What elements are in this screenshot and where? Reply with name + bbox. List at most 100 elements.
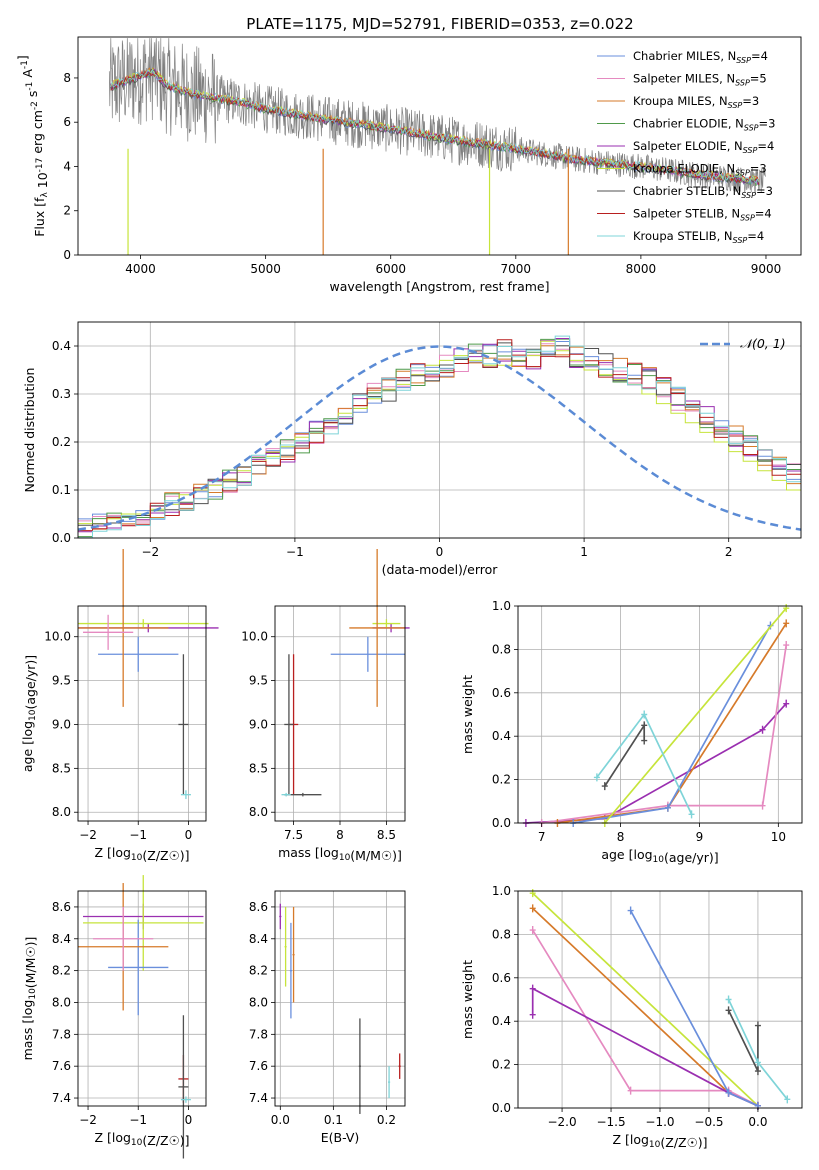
spectrum-data-line: [108, 38, 767, 194]
x-tick-label: −1: [129, 828, 147, 842]
weight-point-marker: [641, 710, 648, 719]
plot-area: [78, 875, 204, 1159]
weight-vs-Z-panel: −2.0 −1.5 −1.0 −0.5 0.0 0.0 0.2 0.4 0.6 0.8 1.0 Z […: [460, 884, 803, 1150]
weight-point-marker: [529, 984, 536, 993]
x-tick-label: 7: [538, 830, 546, 844]
axes-frame: [274, 890, 406, 1107]
y-tick-label: 8.0: [249, 805, 268, 819]
x-tick-label: 9000: [751, 262, 782, 276]
weight-point-marker: [627, 1086, 634, 1095]
y-axis-label: Flux [fλ 10-17 erg cm-2 s-1 A-1]: [15, 55, 50, 237]
axes-frame: [77, 321, 802, 539]
weight-point-marker: [601, 782, 608, 791]
legend-label: Kroupa ELODIE, NSSP=3: [633, 162, 767, 178]
y-tick-label: 8.0: [52, 995, 71, 1009]
mass-vs-ebv-panel: 0.0 0.1 0.2 7.4 7.6 7.8 8.0 8.2 8.4 8.6 E(B-V): [249, 890, 406, 1145]
x-tick-label: −1.0: [645, 1115, 674, 1129]
y-axis-label: Normed distribution: [22, 368, 37, 493]
weight-point-marker: [664, 803, 671, 812]
y-tick-label: 0.8: [492, 642, 511, 656]
x-axis-label: (data-model)/error: [382, 562, 499, 577]
plot-area: [78, 548, 219, 800]
y-tick-label: 8.4: [52, 932, 71, 946]
y-tick-label: 0.0: [492, 816, 511, 830]
residuals-panel: −2 −1 0 1 2 0.0 0.1 0.2 0.3 0.4 (data-model)/error…: [22, 321, 802, 577]
weight-point-marker: [529, 904, 536, 913]
x-tick-label: 8: [336, 828, 344, 842]
y-tick-label: 1.0: [492, 599, 511, 613]
weight-series-line: [557, 622, 787, 824]
weight-point-marker: [627, 906, 634, 915]
axes-frame: [274, 605, 406, 822]
x-tick-label: −1: [286, 545, 304, 559]
x-axis-label: Z [log10(Z/Z☉)]: [94, 1130, 189, 1148]
legend-label: Salpeter ELODIE, NSSP=4: [633, 139, 774, 155]
x-tick-label: 9: [696, 830, 704, 844]
y-tick-label: 0.2: [492, 773, 511, 787]
x-tick-label: −1: [129, 1113, 147, 1127]
legend-label: Chabrier MILES, NSSP=4: [633, 49, 768, 65]
weight-series-line: [532, 892, 759, 1107]
spectrum-model-line: [110, 69, 760, 185]
legend-label: Kroupa MILES, NSSP=3: [633, 94, 759, 110]
x-tick-label: −2: [79, 828, 97, 842]
legend-label: Chabrier STELIB, NSSP=3: [633, 184, 773, 200]
x-tick-label: 0.0: [271, 1113, 290, 1127]
weight-point-marker: [725, 995, 732, 1004]
spectrum-model-line: [110, 69, 760, 184]
x-tick-label: 0.1: [324, 1113, 343, 1127]
plot-area: [522, 604, 790, 827]
y-tick-label: 8.2: [52, 964, 71, 978]
weight-series-line: [727, 1010, 759, 1072]
weight-vs-age-panel: 7 8 9 10 0.0 0.2 0.4 0.6 0.8 1.0 age [log10(age/yr…: [460, 599, 803, 865]
weight-series-line: [541, 644, 788, 824]
weight-point-marker: [754, 1021, 761, 1030]
x-axis-label: Z [log10(Z/Z☉)]: [94, 845, 189, 863]
x-tick-label: 6000: [375, 262, 406, 276]
y-tick-label: 4: [63, 159, 71, 173]
x-tick-label: 7.5: [284, 828, 303, 842]
plot-area: [281, 548, 410, 797]
weight-point-marker: [529, 889, 536, 898]
y-tick-label: 0.2: [52, 435, 71, 449]
plot-area: [108, 38, 767, 255]
weight-series-line: [573, 625, 772, 824]
y-axis-label: mass [log10(M/M☉)]: [20, 937, 38, 1061]
y-tick-label: 6: [63, 115, 71, 129]
y-tick-label: 8.4: [249, 932, 268, 946]
y-tick-label: 0.6: [492, 686, 511, 700]
y-tick-label: 9.5: [52, 674, 71, 688]
weight-series-line: [531, 929, 759, 1107]
x-tick-label: 5000: [250, 262, 281, 276]
weight-point-marker: [783, 619, 790, 628]
y-tick-label: 0.8: [492, 927, 511, 941]
weight-point-marker: [641, 736, 648, 745]
x-tick-label: 10: [771, 830, 786, 844]
spectrum-model-line: [110, 67, 760, 183]
axes-frame: [517, 605, 803, 824]
x-tick-label: 4000: [125, 262, 156, 276]
weight-point-marker: [725, 1088, 732, 1097]
y-tick-label: 8.5: [52, 761, 71, 775]
y-tick-label: 8.2: [249, 964, 268, 978]
y-axis-label: mass weight: [460, 960, 475, 1039]
y-tick-label: 8.6: [249, 900, 268, 914]
plot-area: [529, 889, 791, 1110]
y-tick-label: 0.2: [492, 1058, 511, 1072]
x-tick-label: −2: [79, 1113, 97, 1127]
y-tick-label: 1.0: [492, 884, 511, 898]
x-axis-label: wavelength [Angstrom, rest frame]: [329, 279, 549, 294]
x-tick-label: 0.0: [748, 1115, 767, 1129]
y-tick-label: 9.0: [249, 717, 268, 731]
y-tick-label: 0.3: [52, 387, 71, 401]
y-tick-label: 9.0: [52, 717, 71, 731]
x-tick-label: 8.5: [377, 828, 396, 842]
x-tick-label: 8: [617, 830, 625, 844]
weight-point-marker: [759, 801, 766, 810]
weight-point-marker: [725, 1006, 732, 1015]
y-tick-label: 7.8: [52, 1027, 71, 1041]
axes-frame: [77, 890, 207, 1107]
weight-point-marker: [754, 1067, 761, 1076]
weight-point-marker: [783, 699, 790, 708]
x-tick-label: 0: [185, 828, 193, 842]
